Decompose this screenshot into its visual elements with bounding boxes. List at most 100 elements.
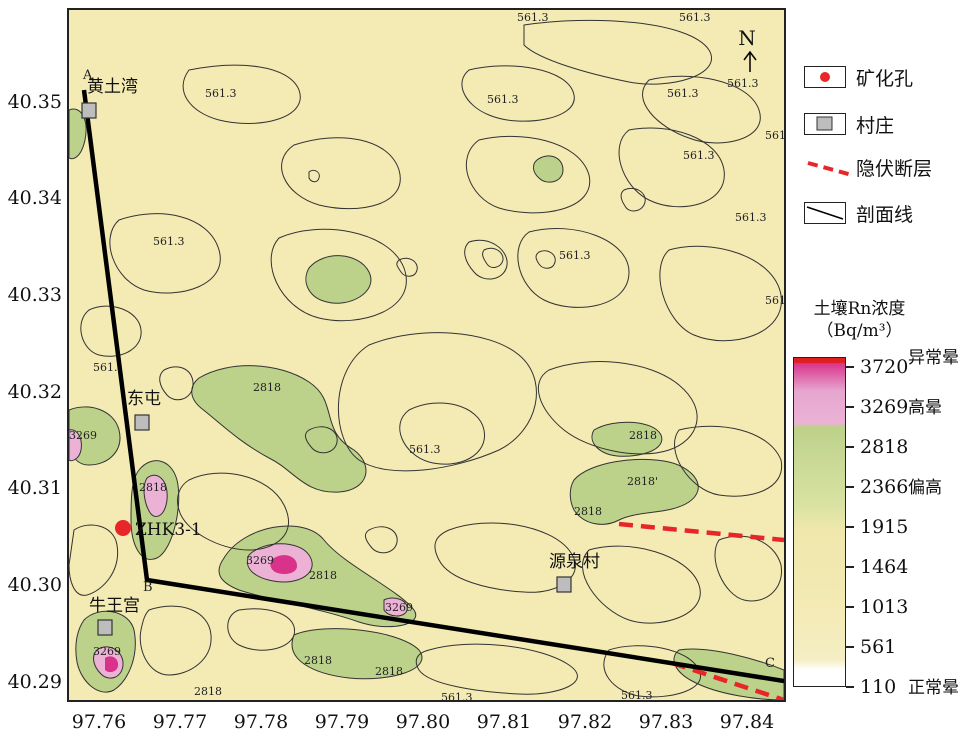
contour-label: 3269 — [93, 645, 121, 658]
peak-southwest — [105, 656, 119, 673]
colorbar-tick-label: 561 — [860, 636, 897, 658]
x-tick-label: 97.80 — [395, 711, 451, 733]
map-graphics — [69, 10, 784, 700]
drill-hole-label: ZHK3-1 — [135, 520, 202, 540]
colorbar-title-line1: 土壤Rn浓度 — [813, 299, 906, 319]
contour-label: 561.3 — [409, 443, 441, 456]
contour-label: 3269 — [246, 554, 274, 567]
contour-label: 561.3 — [727, 77, 759, 90]
north-arrow-icon — [743, 50, 757, 72]
contour-label: 561.3 — [205, 87, 237, 100]
zone-east-a — [569, 458, 699, 525]
colorbar-tick-label: 1013 — [860, 596, 909, 618]
place-label-yuanquancun: 源泉村 — [549, 552, 600, 572]
radon-contour-map[interactable]: 黄土湾 东屯 牛王宫 源泉村 ZHK3-1 A B C 561.3 561.3 … — [67, 8, 786, 702]
colorbar-tick — [846, 406, 854, 408]
zone-north-central — [305, 255, 372, 304]
village-square-niuwanggong — [97, 619, 113, 636]
colorbar-band-normal: 正常晕 — [908, 678, 959, 698]
contour-label: 561.3 — [667, 87, 699, 100]
contour-label: 3269 — [385, 601, 413, 614]
map-background — [69, 10, 784, 700]
x-tick-label: 97.84 — [719, 711, 775, 733]
zone-east-c — [533, 155, 564, 183]
zone-northwest — [69, 108, 87, 160]
colorbar-tick-label: 110 — [860, 676, 897, 698]
colorbar-band-elevated: 偏高 — [908, 478, 942, 498]
x-tick-label: 97.76 — [71, 711, 127, 733]
colorbar-tick — [846, 446, 854, 448]
contour-label: 561.3 — [487, 93, 519, 106]
colorbar-tick-label: 2818 — [860, 436, 909, 458]
place-label-niuwanggong: 牛王宫 — [89, 596, 140, 616]
contour-label: 561.3 — [735, 211, 767, 224]
colorbar-tick — [846, 366, 854, 368]
core-south — [383, 597, 408, 617]
contour-label: 2818 — [139, 481, 167, 494]
colorbar-title-unit: （Bq/m³） — [816, 321, 903, 341]
colorbar-band-high: 高晕 — [908, 398, 942, 418]
y-tick-label: 40.34 — [7, 187, 62, 209]
y-tick-label: 40.35 — [7, 91, 62, 113]
x-tick-label: 97.79 — [314, 711, 370, 733]
contour-label: 2818 — [194, 685, 222, 698]
colorbar-tick — [846, 486, 854, 488]
contour-label: 561.3 — [683, 149, 715, 162]
profile-point-b: B — [143, 580, 153, 595]
dashed-fault-icon — [807, 161, 853, 177]
legend-label: 矿化孔 — [856, 67, 914, 90]
village-square-huangtuwan — [81, 102, 97, 119]
village-square-yuanquancun — [556, 576, 572, 593]
colorbar-tick-label: 2366 — [860, 476, 909, 498]
colorbar-tick — [846, 686, 854, 688]
hidden-fault-north — [618, 521, 784, 543]
contour-label: 2818' — [627, 475, 659, 488]
contour-label: 561.3 — [679, 11, 711, 24]
colorbar-tick — [846, 646, 854, 648]
x-tick-label: 97.81 — [476, 711, 532, 733]
contour-label: 2818 — [253, 381, 281, 394]
y-tick-label: 40.30 — [7, 574, 62, 596]
legend-label: 村庄 — [856, 114, 895, 137]
hidden-fault-lines — [618, 521, 784, 700]
village-markers — [81, 102, 572, 636]
contour-label: 561. — [765, 294, 786, 307]
y-tick-label: 40.32 — [7, 381, 62, 403]
contour-label: 561. — [93, 361, 118, 374]
village-square-dongtun — [134, 414, 150, 431]
colorbar — [793, 357, 846, 687]
legend-item-drill-hole: 矿化孔 — [804, 64, 913, 90]
core-west-upper — [69, 429, 82, 462]
y-tick-label: 40.29 — [7, 671, 62, 693]
colorbar-tick-label: 3720 — [860, 356, 909, 378]
x-tick-label: 97.78 — [233, 711, 289, 733]
contour-label: 561.3 — [517, 11, 549, 24]
x-tick-label: 97.83 — [638, 711, 694, 733]
colorbar-tick — [846, 606, 854, 608]
colorbar-tick — [846, 526, 854, 528]
core-west-mid — [143, 474, 168, 517]
x-tick-label: 97.77 — [152, 711, 208, 733]
legend-item-fault: 隐伏断层 — [804, 154, 932, 180]
x-tick-label: 97.82 — [557, 711, 613, 733]
drill-hole-dot — [115, 520, 131, 536]
profile-line-abc — [81, 89, 784, 684]
zone-south — [291, 628, 423, 680]
profile-point-c: C — [765, 656, 775, 671]
contour-label: 2818 — [375, 665, 403, 678]
contour-label: 561.3 — [441, 691, 473, 702]
place-label-dongtun: 东屯 — [127, 389, 161, 409]
colorbar-tick-label: 1915 — [860, 516, 909, 538]
colorbar-tick-label: 3269 — [860, 396, 909, 418]
peak-cores — [105, 555, 297, 673]
y-tick-label: 40.33 — [7, 284, 62, 306]
contour-label: 561.3 — [153, 235, 185, 248]
peak-center-south — [270, 555, 297, 574]
contour-label: 3269 — [69, 429, 97, 442]
north-label: N — [738, 26, 756, 50]
zone-east-b — [591, 421, 663, 457]
colorbar-band-anomaly: 异常晕 — [908, 348, 959, 368]
contour-label: 2818 — [629, 429, 657, 442]
contour-label: 2818 — [309, 569, 337, 582]
contour-label: 2818 — [304, 654, 332, 667]
